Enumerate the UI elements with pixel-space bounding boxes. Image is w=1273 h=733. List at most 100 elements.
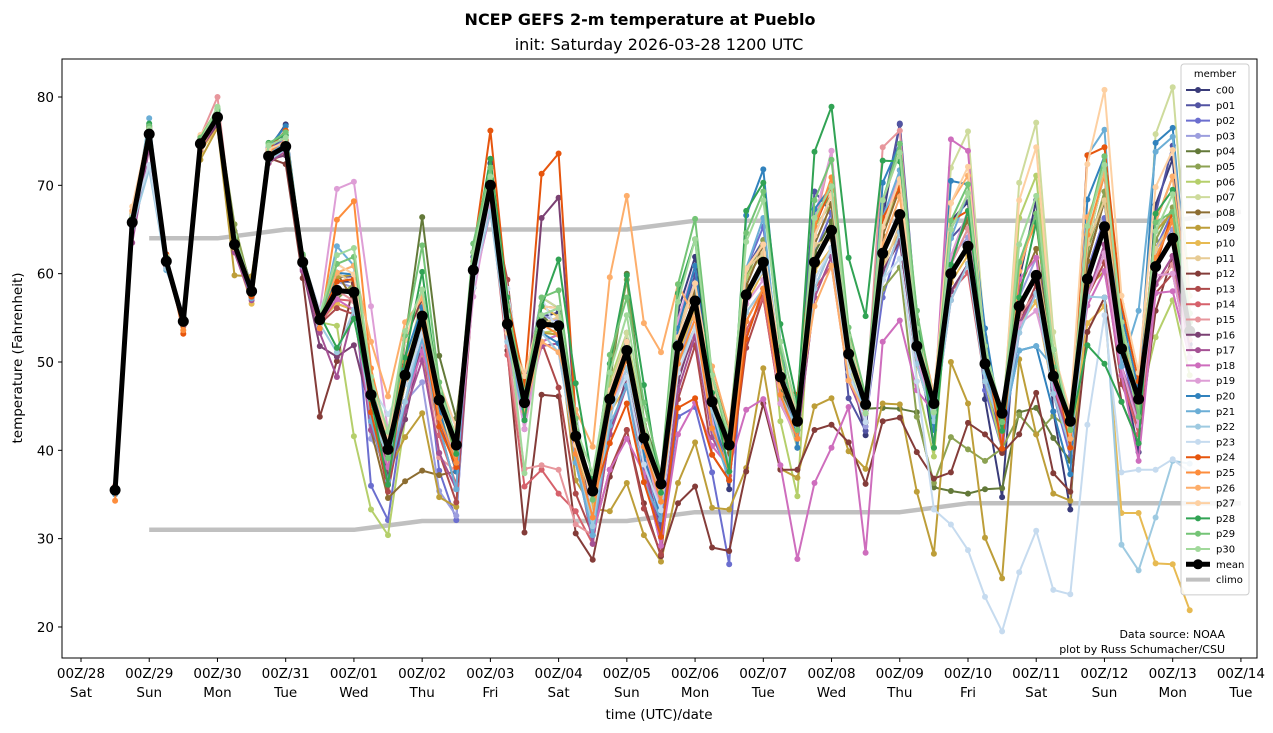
member-point-p30: [862, 410, 869, 417]
member-point-p15: [879, 144, 886, 151]
legend-item-p06: p06: [1186, 177, 1235, 188]
member-point-p12: [692, 483, 699, 490]
legend-item-p24: p24: [1186, 453, 1235, 464]
y-tick-label: 80: [37, 90, 54, 106]
x-tick-day-label: Tue: [1228, 685, 1252, 701]
member-point-p18: [1169, 288, 1176, 295]
member-point-p19: [521, 426, 528, 433]
member-point-p18: [777, 462, 784, 469]
mean-point: [1047, 370, 1059, 382]
member-point-p28: [947, 261, 954, 268]
member-point-p09: [947, 359, 954, 365]
member-point-p29: [606, 351, 613, 358]
member-point-p12: [811, 427, 818, 433]
member-point-p20: [1067, 471, 1074, 478]
member-point-p25: [709, 425, 716, 432]
member-point-p23: [1033, 527, 1040, 534]
member-point-p26: [1067, 435, 1074, 442]
member-point-p22: [1101, 294, 1108, 301]
x-tick-label: 00Z/07: [739, 666, 787, 682]
member-point-p02: [726, 561, 733, 568]
member-point-p12: [879, 418, 886, 425]
member-point-p15: [896, 127, 903, 134]
mean-point: [399, 369, 411, 381]
mean-point: [1099, 221, 1110, 233]
member-point-p09: [965, 400, 971, 407]
member-point-p09: [436, 494, 443, 501]
member-point-p09: [419, 410, 426, 417]
member-point-p21: [1016, 347, 1023, 354]
member-point-p24: [436, 423, 443, 430]
mean-point: [143, 128, 155, 140]
member-point-p29: [811, 197, 818, 204]
member-point-p17: [436, 450, 443, 456]
member-point-p23: [999, 628, 1006, 635]
legend-label: p17: [1216, 346, 1235, 357]
legend-swatch-marker: [1195, 347, 1201, 354]
member-point-p18: [1033, 254, 1040, 261]
member-point-p21: [1101, 126, 1108, 133]
member-point-p20: [794, 444, 801, 451]
member-point-p23: [913, 378, 920, 385]
mean-point: [263, 150, 275, 162]
member-point-p28: [726, 468, 733, 475]
member-point-p30: [487, 173, 494, 180]
mean-point: [331, 284, 343, 296]
member-point-p28: [1135, 440, 1142, 447]
chart-title: NCEP GEFS 2-m temperature at Pueblo: [465, 10, 816, 29]
member-point-p30: [879, 197, 886, 204]
legend-item-p11: p11: [1186, 254, 1235, 265]
member-point-p18: [606, 466, 613, 473]
x-tick-day-label: Sat: [70, 685, 92, 701]
legend-item-p14: p14: [1186, 300, 1235, 311]
member-point-p12: [896, 414, 903, 421]
member-point-p30: [896, 149, 903, 156]
member-point-p05: [930, 480, 937, 486]
member-point-p22: [402, 398, 409, 405]
credit-note: plot by Russ Schumacher/CSU: [1059, 643, 1225, 656]
member-point-p13: [333, 305, 340, 312]
member-point-p28: [1101, 360, 1108, 367]
legend-item-p16: p16: [1186, 330, 1235, 341]
legend-item-c00: c00: [1186, 86, 1234, 97]
member-point-p18: [947, 136, 954, 143]
legend-swatch-marker: [1195, 484, 1201, 491]
member-point-p26: [589, 443, 596, 450]
legend-swatch-marker: [1195, 438, 1201, 445]
x-tick-day-label: Sat: [1025, 685, 1047, 701]
y-tick-label: 70: [37, 178, 54, 194]
legend-swatch-marker: [1195, 270, 1201, 277]
member-point-p12: [521, 529, 528, 536]
member-point-p30: [760, 197, 767, 204]
legend-label: p29: [1216, 529, 1235, 540]
member-point-p12: [930, 475, 937, 482]
member-point-p04: [999, 485, 1006, 492]
member-point-p09: [760, 365, 767, 372]
member-point-p24: [1101, 144, 1108, 151]
legend-item-p23: p23: [1186, 437, 1235, 448]
member-point-p30: [606, 369, 613, 376]
member-point-p28: [760, 179, 767, 186]
x-tick-day-label: Fri: [960, 685, 976, 701]
member-point-p20: [1152, 139, 1159, 146]
member-point-p29: [947, 217, 954, 224]
member-point-c00: [726, 486, 733, 493]
member-point-p30: [265, 142, 272, 149]
member-point-p09: [623, 480, 630, 486]
y-tick-label: 60: [37, 267, 54, 283]
member-point-p03: [862, 423, 869, 430]
member-point-p23: [862, 419, 869, 426]
member-point-p19: [828, 147, 835, 154]
member-point-p19: [777, 400, 784, 407]
legend-swatch-marker: [1195, 132, 1201, 139]
member-point-p30: [777, 338, 784, 345]
y-axis-label: temperature (Fahrenheit): [10, 272, 26, 443]
legend-swatch-marker: [1195, 255, 1201, 262]
mean-line: [112, 114, 1193, 494]
member-point-p26: [606, 274, 613, 281]
legend-swatch-marker: [1195, 408, 1201, 415]
legend-item-p08: p08: [1186, 208, 1235, 219]
member-point-p19: [333, 185, 340, 192]
member-point-p09: [999, 575, 1006, 582]
